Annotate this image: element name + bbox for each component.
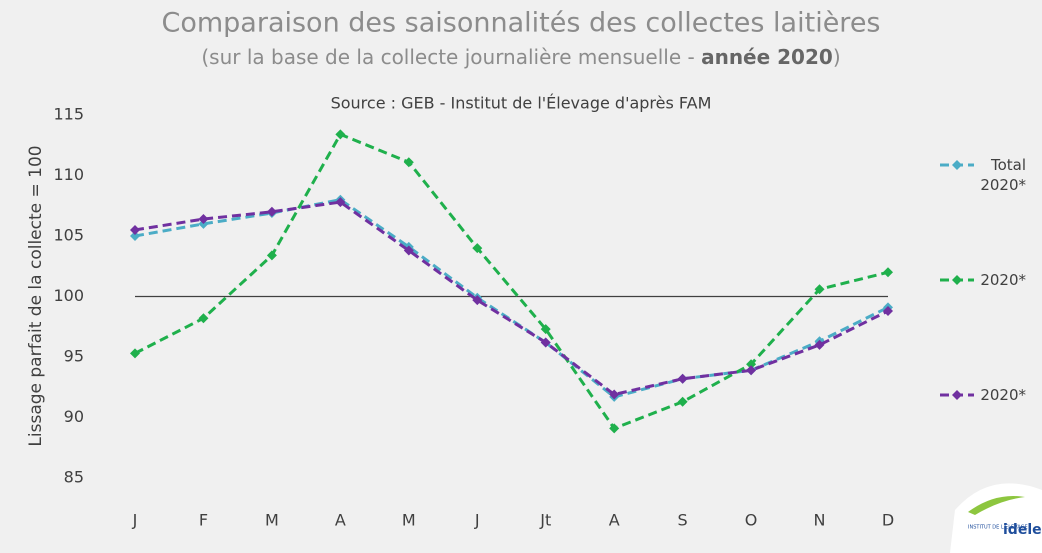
y-tick-label: 110 xyxy=(53,165,84,184)
x-tick-label: M xyxy=(265,511,279,530)
x-tick-label: M xyxy=(402,511,416,530)
legend-label: Total 2020* xyxy=(980,156,1026,194)
point xyxy=(746,365,757,376)
point xyxy=(335,129,346,140)
point xyxy=(266,250,277,261)
chart-title: Comparaison des saisonnalités des collec… xyxy=(161,8,880,39)
point xyxy=(198,313,209,324)
x-tick-label: O xyxy=(745,511,758,530)
point xyxy=(677,396,688,407)
point xyxy=(472,243,483,254)
point xyxy=(883,306,893,317)
x-tick-label: S xyxy=(678,511,688,530)
series-line xyxy=(134,132,889,431)
x-tick-label: A xyxy=(335,511,346,530)
point xyxy=(403,245,414,256)
subtitle-bold: année 2020 xyxy=(701,45,833,69)
point xyxy=(130,231,140,241)
point xyxy=(814,284,825,295)
logo-small: INSTITUT DE L'ÉLEVAGE xyxy=(968,523,1028,531)
y-tick-label: 100 xyxy=(53,286,84,305)
legend-marker xyxy=(952,160,962,170)
y-tick-label: 115 xyxy=(53,105,84,124)
point xyxy=(198,214,209,225)
logo-swoosh xyxy=(968,496,1025,515)
legend-marker xyxy=(952,275,962,285)
legend-marker xyxy=(952,390,962,400)
point xyxy=(677,373,688,384)
point xyxy=(609,389,620,400)
point xyxy=(403,157,414,168)
subtitle-text: (sur la base de la collecte journalière … xyxy=(201,45,701,69)
point xyxy=(130,224,140,235)
x-tick-label: J xyxy=(474,511,480,530)
y-tick-label: 95 xyxy=(64,347,84,366)
series-line xyxy=(134,198,889,399)
point xyxy=(472,295,483,306)
x-tick-label: J xyxy=(132,511,138,530)
logo: INSTITUT DE L'ÉLEVAGE idele xyxy=(950,483,1042,553)
series-line xyxy=(134,200,889,397)
point xyxy=(883,267,893,278)
x-tick-label: F xyxy=(199,511,208,530)
logo-bg xyxy=(950,483,1042,553)
y-tick-label: 90 xyxy=(64,407,84,426)
point xyxy=(540,337,551,348)
point xyxy=(609,423,620,434)
y-tick-label: 85 xyxy=(64,468,84,487)
source: Source : GEB - Institut de l'Élevage d'a… xyxy=(331,94,712,113)
chart-subtitle: (sur la base de la collecte journalière … xyxy=(201,45,840,69)
x-tick-label: Jt xyxy=(539,511,551,530)
x-tick-label: A xyxy=(609,511,620,530)
x-tick-label: D xyxy=(882,511,894,530)
legend-label: 2020* xyxy=(980,386,1026,404)
point xyxy=(335,197,346,208)
legend-label: 2020* xyxy=(980,271,1026,289)
y-tick-label: 105 xyxy=(53,226,84,245)
point xyxy=(130,348,140,359)
point xyxy=(266,206,277,217)
logo-brand: idele xyxy=(1003,522,1042,538)
y-axis-label: Lissage parfait de la collecte = 100 xyxy=(26,145,46,446)
subtitle-end: ) xyxy=(833,45,841,69)
point xyxy=(746,359,757,370)
point xyxy=(540,324,551,335)
x-tick-label: N xyxy=(814,511,826,530)
point xyxy=(814,339,825,350)
